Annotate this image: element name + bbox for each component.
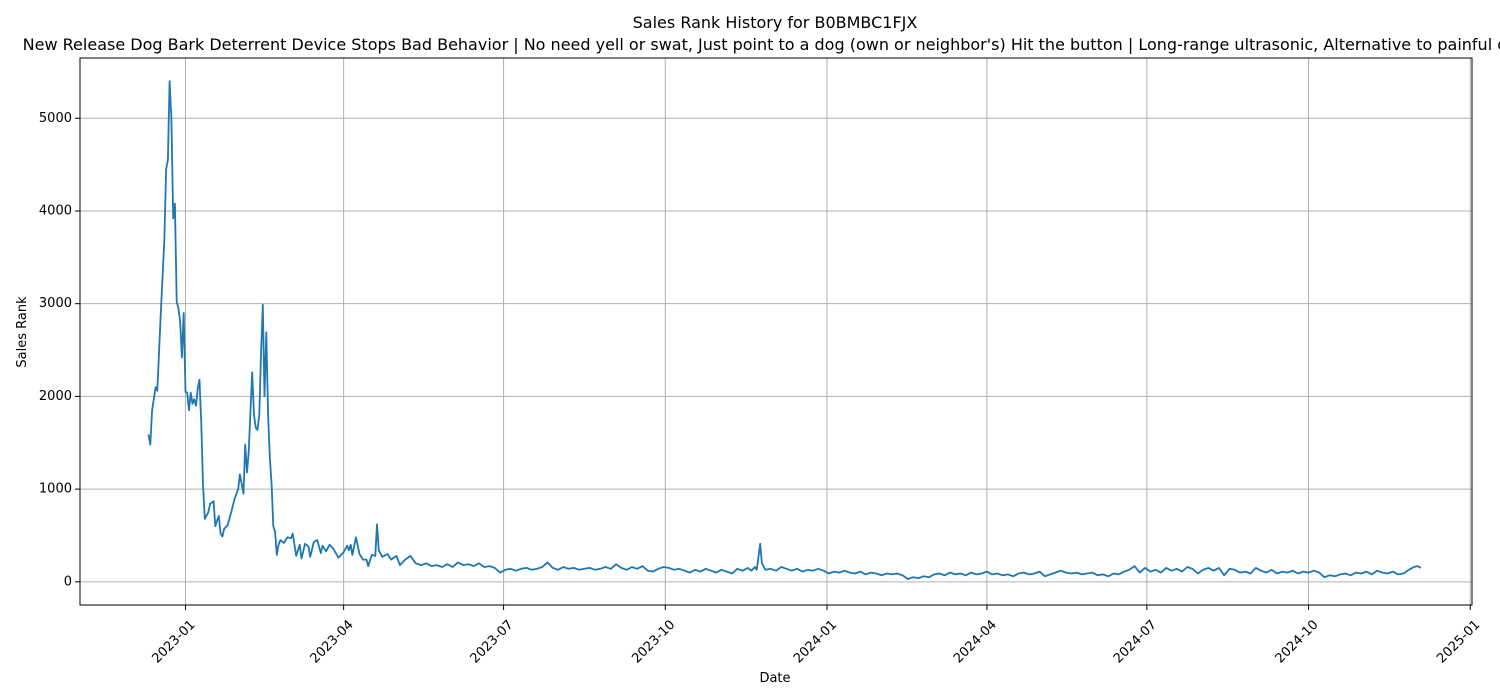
x-tick-label: 2024-07 xyxy=(1111,617,1160,666)
x-tick-label: 2024-04 xyxy=(951,617,1000,666)
chart-subtitle: New Release Dog Bark Deterrent Device St… xyxy=(23,35,1500,54)
y-tick-label: 1000 xyxy=(39,482,72,497)
series-layer xyxy=(147,80,1422,580)
series-line xyxy=(147,80,1422,580)
chart-title: Sales Rank History for B0BMBC1FJX xyxy=(633,13,918,32)
x-tick-label: 2023-01 xyxy=(149,617,198,666)
x-tick-label: 2024-01 xyxy=(791,617,840,666)
y-axis-ticks: 0 1000 2000 3000 4000 5000 xyxy=(39,111,80,589)
y-tick-label: 0 xyxy=(64,574,72,589)
plot-frame xyxy=(79,57,1473,606)
y-tick-label: 2000 xyxy=(39,389,72,404)
x-tick-label: 2023-04 xyxy=(308,617,357,666)
y-axis-label: Sales Rank xyxy=(15,296,30,368)
x-tick-label: 2023-07 xyxy=(468,617,517,666)
y-tick-label: 3000 xyxy=(39,296,72,311)
grid-lines xyxy=(80,58,1472,605)
x-axis-ticks: 2023-01 2023-04 2023-07 2023-10 2024-01 2024-… xyxy=(149,605,1483,666)
x-tick-label: 2024-10 xyxy=(1273,617,1322,666)
x-axis-label: Date xyxy=(759,671,790,686)
y-tick-label: 5000 xyxy=(39,111,72,126)
y-tick-label: 4000 xyxy=(39,203,72,218)
x-tick-label: 2023-10 xyxy=(629,617,678,666)
x-tick-label: 2025-01 xyxy=(1434,617,1483,666)
